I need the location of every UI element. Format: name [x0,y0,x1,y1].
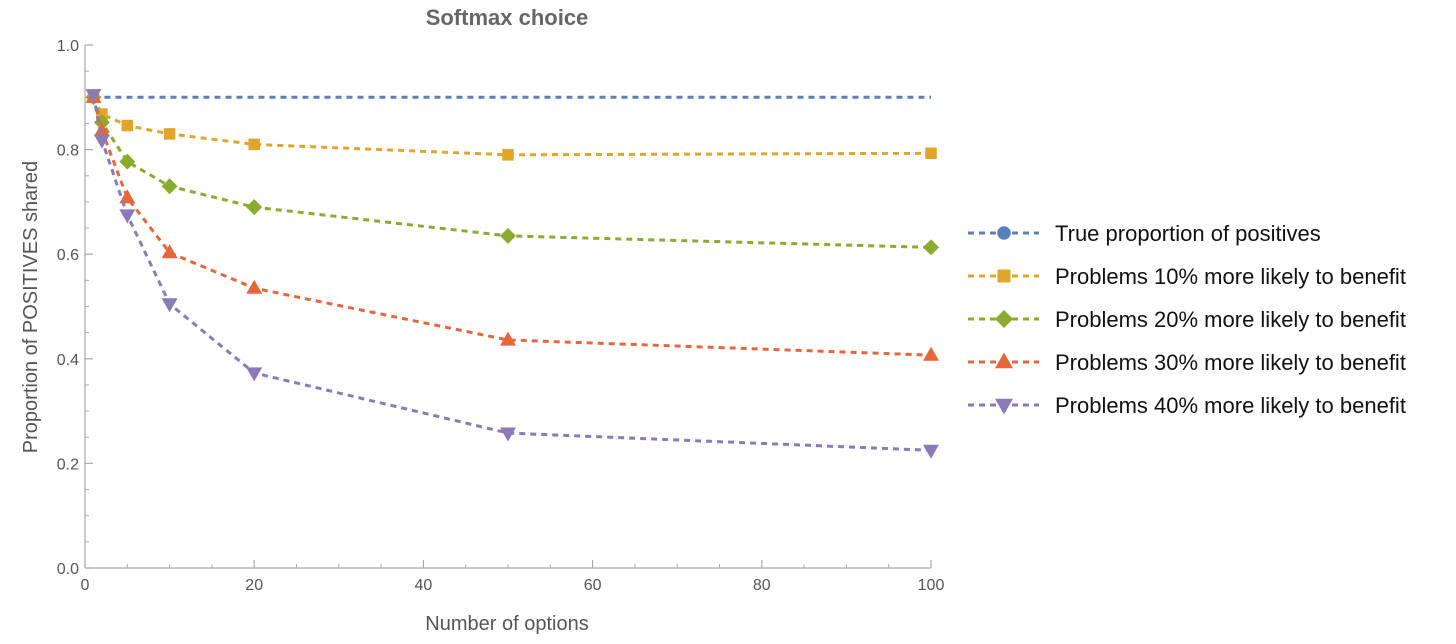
y-tick-label: 0.4 [57,352,79,369]
series-line [91,94,932,452]
data-point [119,153,136,170]
y-tick-label: 0.8 [57,143,79,160]
data-point [121,119,134,132]
data-point [119,189,136,204]
data-point [119,209,136,224]
series-3 [85,89,939,256]
data-point [161,244,178,259]
data-point [93,134,110,149]
data-point [246,367,263,382]
legend-label: True proportion of positives [1055,221,1321,246]
chart-title: Softmax choice [426,5,589,30]
data-point [246,199,263,216]
data-point [500,427,516,442]
x-tick-label: 100 [918,577,945,594]
series-4 [85,88,939,361]
data-point [93,122,110,137]
legend-marker [995,398,1013,415]
legend-label: Problems 30% more likely to benefit [1055,350,1406,375]
data-point [248,138,260,151]
data-point [500,331,516,346]
data-point [163,128,176,140]
legend-label: Problems 20% more likely to benefit [1055,307,1406,332]
legend-label: Problems 10% more likely to benefit [1055,264,1406,289]
legend-item: Problems 20% more likely to benefit [968,307,1406,332]
axes: 0 20 40 60 80 100 0.0 0.2 0.4 0.6 0.8 1.0 [57,38,945,594]
legend-item: Problems 30% more likely to benefit [968,350,1406,375]
data-point [161,178,178,195]
data-point [923,444,939,459]
series-line [92,96,932,357]
legend-marker [995,352,1013,369]
data-point [500,227,516,244]
legend-item: Problems 40% more likely to benefit [968,393,1406,418]
y-tick-label: 1.0 [57,38,79,55]
series-5 [85,89,939,459]
data-point [85,89,102,104]
legend-marker [997,269,1011,283]
data-point [923,346,939,361]
data-point [925,147,937,160]
data-point [161,298,178,313]
series-layer [85,88,939,459]
legend-item: Problems 10% more likely to benefit [968,264,1406,289]
data-point [923,239,939,256]
y-tick-label: 0.6 [57,247,79,264]
legend-label: Problems 40% more likely to benefit [1055,393,1406,418]
legend: True proportion of positives Problems 10%… [968,221,1406,418]
x-axis-label: Number of options [425,613,588,635]
series-2 [87,91,937,161]
legend-marker [997,226,1011,240]
x-tick-label: 40 [415,577,433,594]
series-line [92,96,932,157]
data-point [96,108,108,120]
x-tick-label: 60 [584,577,602,594]
legend-item: True proportion of positives [968,221,1321,246]
y-tick-label: 0.0 [57,561,79,578]
data-point [502,149,514,161]
x-tick-label: 80 [753,577,771,594]
x-tick-label: 20 [245,577,263,594]
x-tick-label: 0 [81,577,90,594]
y-tick-label: 0.2 [57,456,79,473]
y-axis-label: Proportion of POSITIVES shared [20,161,42,453]
series-line [92,96,932,249]
legend-marker [995,310,1013,328]
data-point [246,279,263,294]
